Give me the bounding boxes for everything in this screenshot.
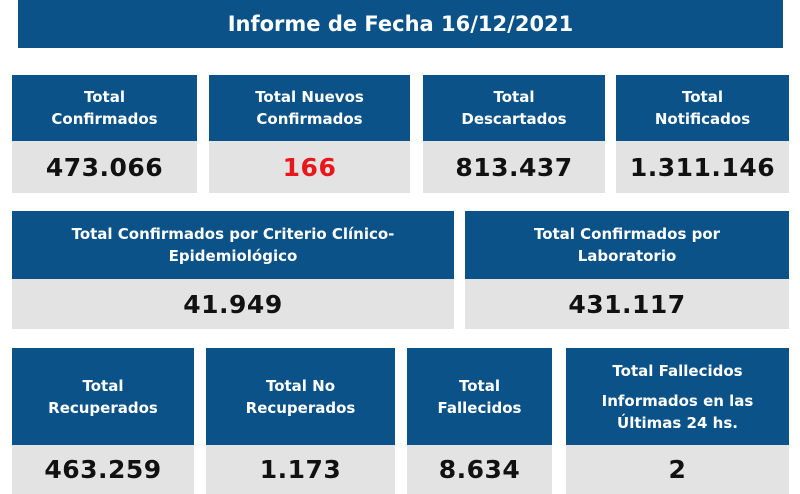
report-title-banner: Informe de Fecha 16/12/2021 — [18, 0, 783, 48]
card-header: Total Fallecidos — [407, 348, 552, 445]
card-total-nuevos-confirmados: Total Nuevos Confirmados 166 — [209, 75, 410, 193]
card-value: 41.949 — [12, 279, 454, 329]
card-value: 431.117 — [465, 279, 789, 329]
card-label-line2: Epidemiológico — [168, 247, 298, 265]
card-total-confirmados: Total Confirmados 473.066 — [12, 75, 197, 193]
card-label-line2: Recuperados — [48, 398, 158, 417]
card-header: Total No Recuperados — [206, 348, 395, 445]
card-header: Total Confirmados por Laboratorio — [465, 211, 789, 279]
card-value: 473.066 — [12, 141, 197, 193]
card-value: 8.634 — [407, 445, 552, 494]
card-label-line1: Total — [459, 376, 500, 395]
card-confirmados-criterio-clinico: Total Confirmados por Criterio Clínico- … — [12, 211, 454, 329]
card-header: Total Descartados — [423, 75, 605, 141]
card-label-line1: Total Nuevos — [255, 88, 364, 106]
report-title: Informe de Fecha 16/12/2021 — [227, 12, 574, 36]
card-header: Total Fallecidos Informados en las Últim… — [566, 348, 789, 445]
card-label-line2: Confirmados — [51, 110, 158, 128]
card-header: Total Recuperados — [12, 348, 194, 445]
card-value: 463.259 — [12, 445, 194, 494]
card-header: Total Nuevos Confirmados — [209, 75, 410, 141]
card-label-line2: Laboratorio — [577, 247, 677, 265]
card-total-no-recuperados: Total No Recuperados 1.173 — [206, 348, 395, 494]
card-label-line2: Recuperados — [245, 398, 356, 417]
card-label-line1: Total — [493, 88, 535, 106]
card-label-line2: Descartados — [461, 110, 567, 128]
card-total-recuperados: Total Recuperados 463.259 — [12, 348, 194, 494]
card-label-line1: Total — [84, 88, 125, 106]
card-total-fallecidos: Total Fallecidos 8.634 — [407, 348, 552, 494]
card-value: 1.311.146 — [616, 141, 789, 193]
card-total-descartados: Total Descartados 813.437 — [423, 75, 605, 193]
card-header: Total Confirmados — [12, 75, 197, 141]
card-label-line1: Total Confirmados por Criterio Clínico- — [71, 225, 395, 243]
card-label-line2: Informados en las — [601, 391, 754, 410]
card-label-line2: Confirmados — [256, 110, 363, 128]
card-value: 2 — [566, 445, 789, 494]
card-value: 1.173 — [206, 445, 395, 494]
card-fallecidos-ultimas-24hs: Total Fallecidos Informados en las Últim… — [566, 348, 789, 494]
card-header: Total Notificados — [616, 75, 789, 141]
card-label-line2: Notificados — [654, 110, 751, 128]
card-confirmados-laboratorio: Total Confirmados por Laboratorio 431.11… — [465, 211, 789, 329]
card-value: 166 — [209, 141, 410, 193]
card-label-line1: Total Fallecidos — [612, 361, 743, 380]
card-value: 813.437 — [423, 141, 605, 193]
card-label-line2: Fallecidos — [437, 398, 522, 417]
card-label-line1: Total — [682, 88, 723, 106]
card-label-line1: Total — [82, 376, 124, 395]
card-header: Total Confirmados por Criterio Clínico- … — [12, 211, 454, 279]
card-label-line1: Total Confirmados por — [533, 225, 721, 243]
card-label-line3: Últimas 24 hs. — [617, 413, 738, 432]
card-total-notificados: Total Notificados 1.311.146 — [616, 75, 789, 193]
card-label-line1: Total No — [265, 376, 336, 395]
